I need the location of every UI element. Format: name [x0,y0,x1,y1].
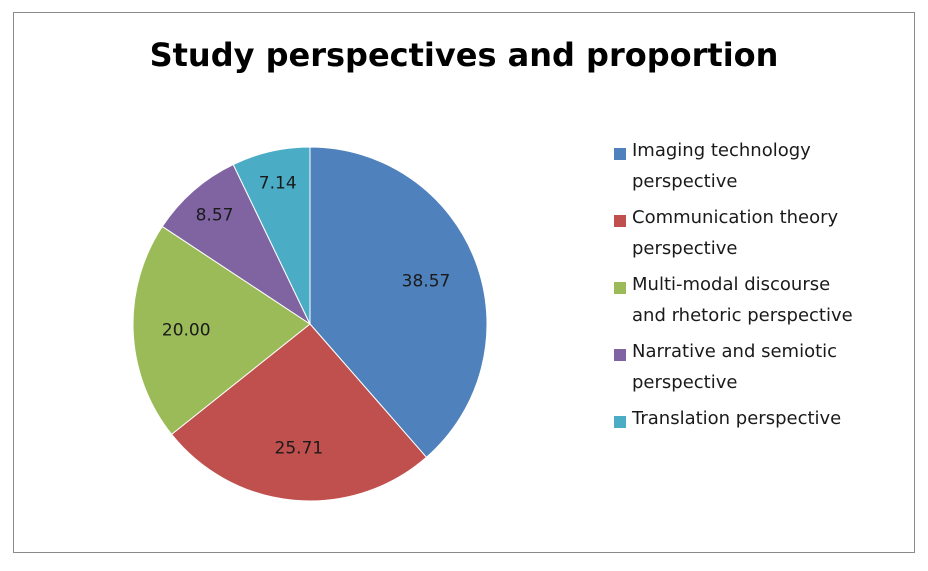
legend-item-3: Multi-modal discourse and rhetoric perspe… [614,274,904,331]
legend-label-5: Translation perspective [632,403,841,434]
legend-label-line: perspective [632,238,738,259]
legend-label-line: Multi-modal discourse [632,274,831,295]
legend-label-2: Communication theory perspective [632,202,838,264]
legend-swatch-2 [614,215,626,227]
legend-item-4: Narrative and semiotic perspective [614,341,904,398]
legend-swatch-3 [614,282,626,294]
legend-label-line: perspective [632,171,738,192]
legend-label-line: perspective [632,372,738,393]
legend-label-line: Translation perspective [632,408,842,429]
pie-data-label-2: 25.71 [275,438,324,458]
legend-swatch-4 [614,349,626,361]
pie-data-label-5: 7.14 [259,173,297,193]
legend-label-1: Imaging technology perspective [632,135,811,197]
legend-label-4: Narrative and semiotic perspective [632,336,837,398]
legend: Imaging technology perspective Communicati… [614,140,904,446]
pie-slice-5 [232,146,311,325]
legend-label-3: Multi-modal discourse and rhetoric perspe… [632,269,853,331]
legend-item-2: Communication theory perspective [614,207,904,264]
chart-title: Study perspectives and proportion [149,36,779,74]
pie-data-label-4: 8.57 [196,206,234,226]
legend-label-line: Narrative and semiotic [632,341,838,362]
legend-label-line: Imaging technology [632,140,811,161]
legend-label-line: Communication theory [632,207,839,228]
pie-slice-1 [309,146,488,459]
legend-swatch-1 [614,148,626,160]
pie-slice-2 [170,323,428,502]
legend-label-line: and rhetoric perspective [632,305,853,326]
legend-item-5: Translation perspective [614,408,904,434]
legend-swatch-5 [614,416,626,428]
pie-data-label-1: 38.57 [402,271,451,291]
pie-slice-4 [161,163,312,326]
pie-data-label-3: 20.00 [162,321,211,341]
pie-slice-3 [132,225,311,436]
legend-item-1: Imaging technology perspective [614,140,904,197]
